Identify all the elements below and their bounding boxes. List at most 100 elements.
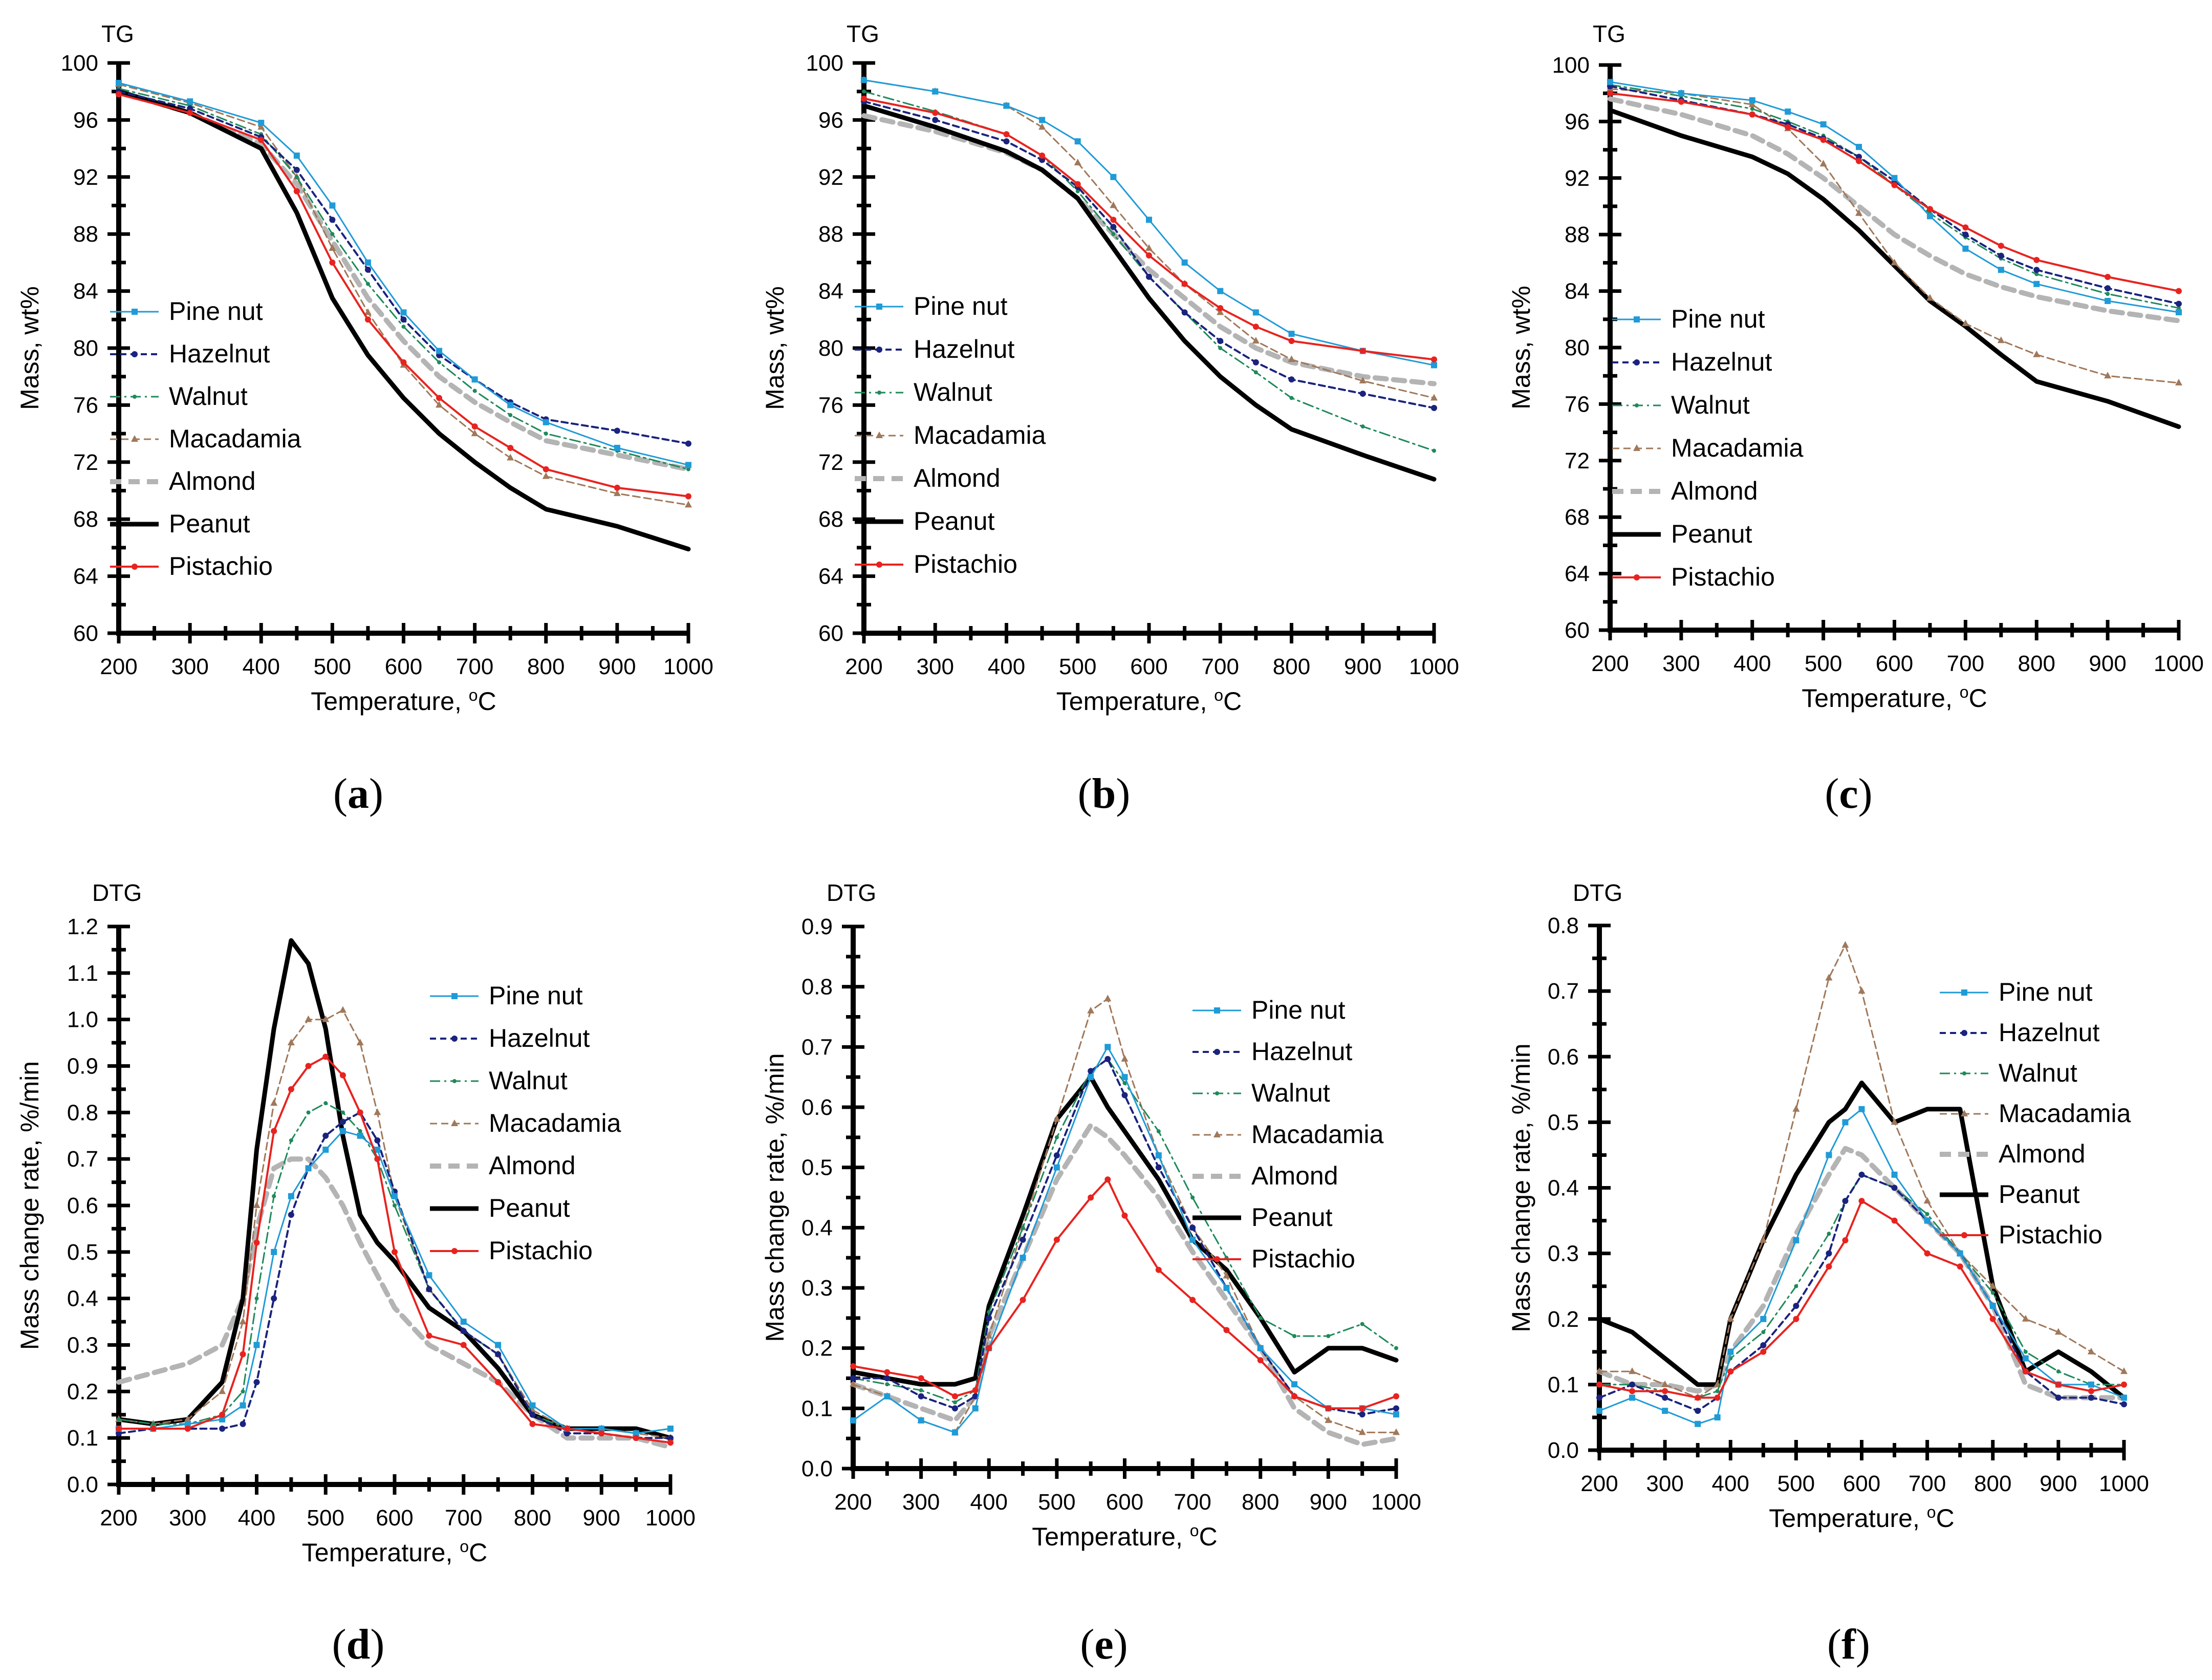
data-point: [884, 1369, 891, 1375]
data-point: [1189, 1297, 1196, 1303]
data-point: [972, 1393, 979, 1399]
chart-panel-c: 200 300 400 500 600 700 800 900 1000 60 64 68 72 76 80…: [1507, 20, 2204, 817]
y-tick-label: 68: [1565, 505, 1590, 530]
data-point: [1359, 348, 1366, 354]
data-point: [1121, 1074, 1128, 1081]
legend-marker: [876, 304, 882, 310]
x-tick-label: 400: [970, 1490, 1008, 1515]
data-point: [1925, 1212, 1929, 1216]
data-point: [1325, 1405, 1332, 1412]
data-point: [1891, 1171, 1898, 1178]
data-point: [254, 1296, 259, 1301]
data-point: [614, 427, 620, 434]
data-point: [542, 472, 550, 479]
legend-item: Pine nut: [1612, 305, 1765, 333]
legend-item: Almond: [1612, 477, 1758, 505]
data-point: [1217, 305, 1224, 312]
data-point: [885, 1382, 890, 1387]
x-tick-label: 500: [1777, 1471, 1815, 1496]
data-point: [850, 1380, 857, 1387]
y-tick-label: 0.1: [801, 1396, 833, 1421]
y-tick-label: 88: [1565, 222, 1590, 247]
data-point: [240, 1420, 246, 1427]
data-point: [219, 1416, 226, 1423]
x-axis-label: Temperature, oC: [1802, 683, 1987, 713]
y-tick-label: 0.8: [801, 975, 833, 1000]
data-point: [392, 1248, 398, 1255]
x-tick-label: 1000: [1409, 654, 1459, 679]
data-point: [287, 1039, 295, 1046]
data-point: [323, 1101, 328, 1106]
y-tick-label: 0.5: [67, 1240, 98, 1265]
data-point: [472, 389, 477, 393]
x-tick-label: 900: [1310, 1490, 1347, 1515]
data-point: [952, 1400, 957, 1405]
series-pine-nut: [1596, 1106, 2127, 1427]
legend-item: Pistachio: [430, 1236, 593, 1265]
y-tick-label: 96: [818, 107, 843, 133]
data-point: [850, 1363, 856, 1369]
data-point: [288, 1212, 294, 1218]
legend-item: Pistachio: [110, 552, 273, 580]
data-point: [1121, 1092, 1128, 1099]
x-tick-label: 800: [1273, 654, 1310, 679]
legend-item: Pistachio: [1192, 1244, 1355, 1273]
y-tick-label: 84: [1565, 279, 1590, 304]
legend-item: Walnut: [855, 378, 992, 406]
data-point: [253, 1201, 261, 1208]
x-tick-label: 600: [1843, 1471, 1880, 1496]
data-point: [1858, 1106, 1865, 1112]
series-pistachio: [850, 1176, 1399, 1412]
data-point: [986, 1315, 992, 1321]
data-point: [1962, 245, 1969, 252]
data-point: [1088, 1194, 1094, 1201]
data-point: [271, 1128, 277, 1134]
y-tick-label: 64: [73, 564, 98, 589]
data-point: [1761, 1330, 1766, 1334]
data-point: [1727, 1368, 1734, 1375]
x-tick-label: 700: [456, 654, 493, 679]
data-point: [1288, 376, 1295, 383]
data-point: [1291, 1393, 1298, 1399]
x-tick-label: 700: [1202, 654, 1239, 679]
series-pistachio: [116, 1053, 674, 1446]
y-tick-label: 0.0: [801, 1456, 833, 1481]
data-point: [1074, 158, 1081, 165]
x-tick-label: 800: [514, 1505, 551, 1531]
y-tick-label: 1.1: [67, 961, 98, 986]
data-point: [1714, 1414, 1721, 1420]
data-point: [460, 1328, 467, 1334]
data-point: [401, 325, 406, 329]
data-point: [1760, 1316, 1767, 1322]
legend-label: Peanut: [1671, 520, 1752, 548]
data-point: [219, 1426, 226, 1432]
panel-label: (c): [1825, 770, 1872, 817]
data-point: [543, 419, 549, 425]
data-point: [918, 1393, 924, 1399]
legend-marker: [451, 993, 458, 999]
data-point: [1998, 243, 2004, 249]
x-axis-label: Temperature, oC: [1032, 1521, 1217, 1551]
data-point: [436, 401, 443, 408]
x-tick-label: 900: [2040, 1471, 2077, 1496]
legend-marker: [451, 1036, 458, 1042]
data-point: [918, 1375, 924, 1382]
y-tick-label: 68: [73, 507, 98, 532]
data-point: [495, 1342, 502, 1348]
data-point: [1678, 90, 1684, 97]
data-point: [529, 1420, 536, 1427]
data-point: [339, 1072, 346, 1079]
data-point: [184, 1420, 191, 1427]
y-tick-label: 0.5: [1548, 1110, 1579, 1135]
data-point: [116, 79, 122, 86]
legend-label: Walnut: [169, 382, 248, 411]
x-tick-label: 600: [376, 1505, 413, 1531]
y-tick-label: 0.5: [801, 1155, 833, 1180]
x-tick-label: 700: [1174, 1490, 1211, 1515]
series-pine-nut: [116, 79, 691, 468]
data-point: [1891, 1217, 1898, 1224]
data-point: [598, 1430, 605, 1437]
legend-item: Peanut: [855, 507, 995, 535]
x-tick-label: 700: [445, 1505, 482, 1531]
legend-label: Almond: [489, 1151, 576, 1180]
